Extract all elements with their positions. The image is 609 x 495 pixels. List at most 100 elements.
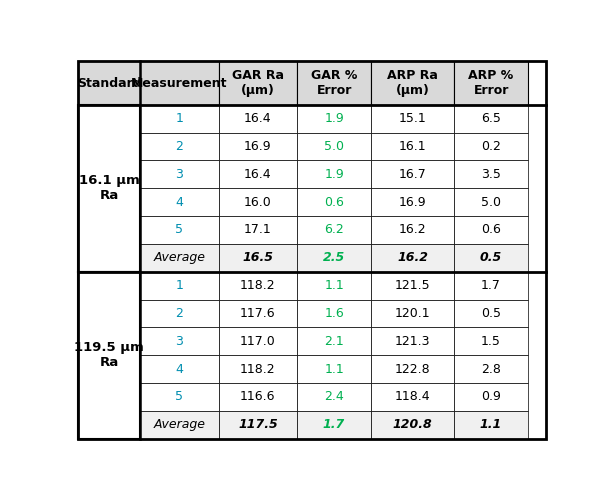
Bar bbox=[79, 272, 140, 439]
Text: 120.1: 120.1 bbox=[395, 307, 431, 320]
Bar bbox=[297, 188, 371, 216]
Text: GAR Ra
(μm): GAR Ra (μm) bbox=[232, 69, 284, 97]
Bar bbox=[219, 188, 297, 216]
Text: 1.1: 1.1 bbox=[480, 418, 502, 431]
Text: 2.5: 2.5 bbox=[323, 251, 345, 264]
Bar bbox=[454, 355, 528, 383]
Bar bbox=[140, 188, 219, 216]
Text: 2: 2 bbox=[175, 140, 183, 153]
Text: 16.4: 16.4 bbox=[244, 112, 272, 125]
Text: 2.8: 2.8 bbox=[481, 362, 501, 376]
Bar bbox=[297, 160, 371, 188]
Text: 16.5: 16.5 bbox=[242, 251, 273, 264]
Bar bbox=[79, 411, 140, 439]
Bar bbox=[297, 216, 371, 244]
Bar bbox=[297, 383, 371, 411]
Text: 118.2: 118.2 bbox=[240, 279, 276, 292]
Text: 2: 2 bbox=[175, 307, 183, 320]
Bar bbox=[297, 105, 371, 133]
Text: 5: 5 bbox=[175, 391, 183, 403]
Text: 17.1: 17.1 bbox=[244, 223, 272, 237]
Bar bbox=[219, 244, 297, 272]
Text: 121.3: 121.3 bbox=[395, 335, 431, 348]
Bar bbox=[140, 355, 219, 383]
Bar bbox=[454, 383, 528, 411]
Text: 16.7: 16.7 bbox=[399, 168, 426, 181]
Text: Average: Average bbox=[153, 251, 205, 264]
Bar bbox=[79, 216, 140, 244]
Text: 118.4: 118.4 bbox=[395, 391, 431, 403]
Bar bbox=[219, 105, 297, 133]
Bar bbox=[454, 105, 528, 133]
Bar bbox=[371, 383, 454, 411]
Text: 120.8: 120.8 bbox=[393, 418, 432, 431]
Bar bbox=[297, 327, 371, 355]
Text: 0.5: 0.5 bbox=[480, 251, 502, 264]
Text: 1.7: 1.7 bbox=[323, 418, 345, 431]
Text: 4: 4 bbox=[175, 196, 183, 208]
Text: 117.0: 117.0 bbox=[240, 335, 276, 348]
Bar bbox=[371, 61, 454, 105]
Text: 119.5 μm
Ra: 119.5 μm Ra bbox=[74, 341, 144, 369]
Bar bbox=[140, 133, 219, 160]
Text: 1.9: 1.9 bbox=[324, 112, 344, 125]
Bar bbox=[371, 327, 454, 355]
Bar bbox=[454, 216, 528, 244]
Text: 1: 1 bbox=[175, 279, 183, 292]
Bar bbox=[371, 216, 454, 244]
Bar bbox=[371, 299, 454, 327]
Bar bbox=[79, 327, 140, 355]
Bar bbox=[140, 216, 219, 244]
Bar bbox=[79, 299, 140, 327]
Bar bbox=[371, 411, 454, 439]
Bar bbox=[371, 160, 454, 188]
Text: 117.5: 117.5 bbox=[238, 418, 278, 431]
Bar bbox=[79, 244, 140, 272]
Text: 15.1: 15.1 bbox=[399, 112, 426, 125]
Bar bbox=[140, 411, 219, 439]
Text: 16.1: 16.1 bbox=[399, 140, 426, 153]
Bar bbox=[371, 244, 454, 272]
Bar bbox=[219, 411, 297, 439]
Text: 122.8: 122.8 bbox=[395, 362, 431, 376]
Bar bbox=[140, 272, 219, 299]
Bar bbox=[297, 133, 371, 160]
Text: 2.4: 2.4 bbox=[324, 391, 344, 403]
Bar bbox=[371, 355, 454, 383]
Text: 16.2: 16.2 bbox=[399, 223, 426, 237]
Text: 16.9: 16.9 bbox=[399, 196, 426, 208]
Text: 1.1: 1.1 bbox=[324, 279, 344, 292]
Text: 1.7: 1.7 bbox=[481, 279, 501, 292]
Text: 16.9: 16.9 bbox=[244, 140, 272, 153]
Bar bbox=[297, 244, 371, 272]
Bar bbox=[219, 355, 297, 383]
Text: 6.5: 6.5 bbox=[481, 112, 501, 125]
Bar bbox=[454, 411, 528, 439]
Text: 16.1 μm
Ra: 16.1 μm Ra bbox=[79, 174, 139, 202]
Bar bbox=[297, 61, 371, 105]
Text: 1.6: 1.6 bbox=[324, 307, 344, 320]
Bar bbox=[454, 61, 528, 105]
Text: 0.5: 0.5 bbox=[481, 307, 501, 320]
Bar bbox=[454, 244, 528, 272]
Text: 3.5: 3.5 bbox=[481, 168, 501, 181]
Bar bbox=[219, 216, 297, 244]
Bar bbox=[140, 383, 219, 411]
Bar bbox=[297, 355, 371, 383]
Text: 116.6: 116.6 bbox=[240, 391, 276, 403]
Bar bbox=[79, 272, 140, 299]
Text: 1.1: 1.1 bbox=[324, 362, 344, 376]
Bar bbox=[219, 383, 297, 411]
Bar bbox=[79, 105, 140, 272]
Text: 5: 5 bbox=[175, 223, 183, 237]
Text: ARP Ra
(μm): ARP Ra (μm) bbox=[387, 69, 438, 97]
Text: 1.5: 1.5 bbox=[481, 335, 501, 348]
Bar bbox=[371, 133, 454, 160]
Text: 0.6: 0.6 bbox=[481, 223, 501, 237]
Bar bbox=[79, 188, 140, 216]
Text: 5.0: 5.0 bbox=[481, 196, 501, 208]
Text: 4: 4 bbox=[175, 362, 183, 376]
Bar bbox=[79, 133, 140, 160]
Bar bbox=[140, 160, 219, 188]
Bar bbox=[140, 299, 219, 327]
